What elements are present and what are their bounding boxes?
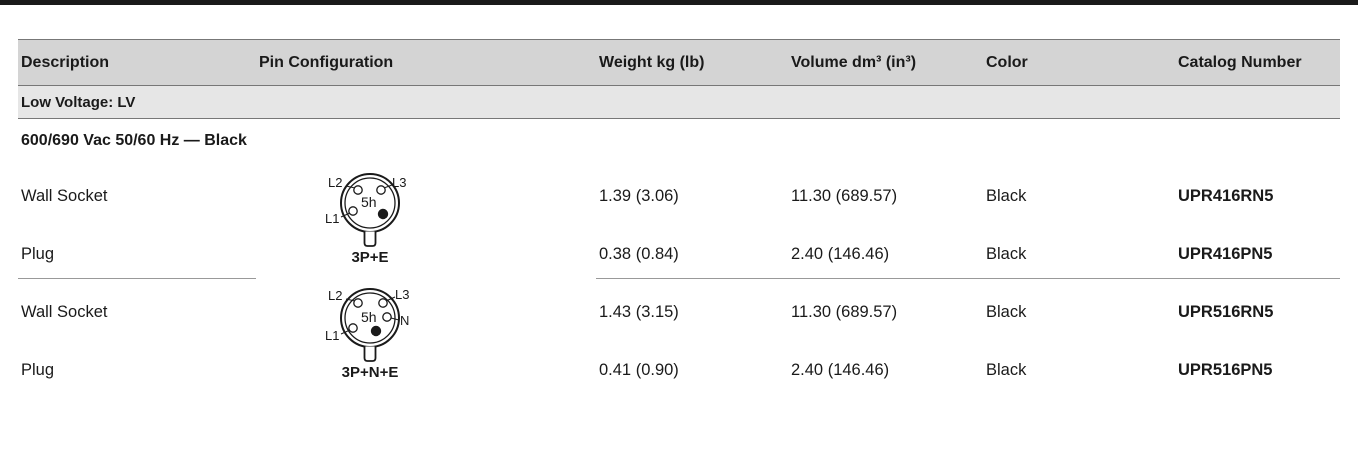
pin-earth-icon [377,208,389,219]
cell-description: Plug [21,360,55,379]
pin-caption: 3P+E [351,248,389,266]
pin-label-center: 5h [361,309,377,325]
cell-catalog-number: UPR516PN5 [1178,360,1273,379]
table-body: Low Voltage: LV 600/690 Vac 50/60 Hz — B… [18,85,1340,394]
pin-l3-icon [378,298,388,308]
cell-catalog-number: UPR416RN5 [1178,187,1274,205]
top-rule [0,0,1358,5]
cell-description: Wall Socket [21,187,108,205]
table-row: Wall Socket [18,278,1340,381]
cell-color: Black [986,360,1027,379]
header-row: Description Pin Configuration Weight kg … [18,39,1340,86]
header-color: Color [983,39,1175,86]
cell-volume: 11.30 (689.57) [791,187,898,205]
pin-caption: 3P+N+E [341,364,399,381]
cell-volume: 2.40 (146.46) [791,360,890,379]
section-row: Low Voltage: LV [18,85,1340,119]
pin-label-l3: L3 [395,287,409,302]
header-pin-configuration: Pin Configuration [256,39,596,86]
pin-configuration-cell: L2 L3 L1 5h 3P+E [256,163,596,279]
section-label: Low Voltage: LV [18,85,1340,119]
socket-outline-icon [340,172,400,247]
cell-catalog-number: UPR416PN5 [1175,230,1340,279]
cell-weight: 0.41 (0.90) [599,360,679,379]
pin-label-l2: L2 [328,288,342,303]
cell-color: Black [986,187,1027,205]
cell-catalog-number: UPR516RN5 [1178,303,1274,321]
cell-weight: 0.38 (0.84) [596,230,788,279]
cell-volume: 2.40 (146.46) [788,230,983,279]
header-weight: Weight kg (lb) [596,39,788,86]
group-row: 600/690 Vac 50/60 Hz — Black [18,119,1340,163]
pin-label-center: 5h [361,194,377,210]
header-volume: Volume dm³ (in³) [788,39,983,86]
cell-color: Black [986,303,1027,321]
cell-weight: 1.39 (3.06) [599,187,679,205]
pin-diagram-3p-n-e: L2 L3 N L1 5h [315,287,425,364]
cell-description: Plug [18,230,256,279]
pin-label-l2: L2 [328,175,342,190]
pin-configuration-cell: L2 L3 N L1 5h 3P+N+E [256,278,596,394]
pin-n-icon [382,312,392,322]
table-row: Plug 0.41 (0.90) 2.40 (146.46) Black UPR… [18,347,1340,394]
pin-earth-icon [370,325,382,337]
pin-l1-icon [348,323,358,333]
pin-l3-icon [376,184,386,195]
cell-color: Black [983,230,1175,279]
cell-description: Wall Socket [21,303,108,321]
pin-l1-icon [348,205,358,216]
cell-weight: 1.43 (3.15) [599,303,679,321]
header-description: Description [18,39,256,86]
table-header: Description Pin Configuration Weight kg … [18,39,1340,86]
pin-label-n: N [400,313,409,328]
table-row: Wall Socket [18,163,1340,266]
pin-label-l1: L1 [325,211,339,226]
product-table-container: Description Pin Configuration Weight kg … [18,39,1358,394]
pin-label-l3: L3 [392,175,406,190]
pin-diagram-3p-e: L2 L3 L1 5h [315,172,425,249]
group-label: 600/690 Vac 50/60 Hz — Black [21,131,247,149]
pin-l2-icon [353,298,363,308]
product-table: Description Pin Configuration Weight kg … [18,39,1340,394]
pin-label-l1: L1 [325,328,339,343]
header-catalog-number: Catalog Number [1175,39,1340,86]
table-row: Plug 0.38 (0.84) 2.40 (146.46) Black UPR… [18,230,1340,279]
pin-l2-icon [353,184,363,195]
socket-outline-icon [340,288,400,362]
cell-volume: 11.30 (689.57) [791,303,898,321]
